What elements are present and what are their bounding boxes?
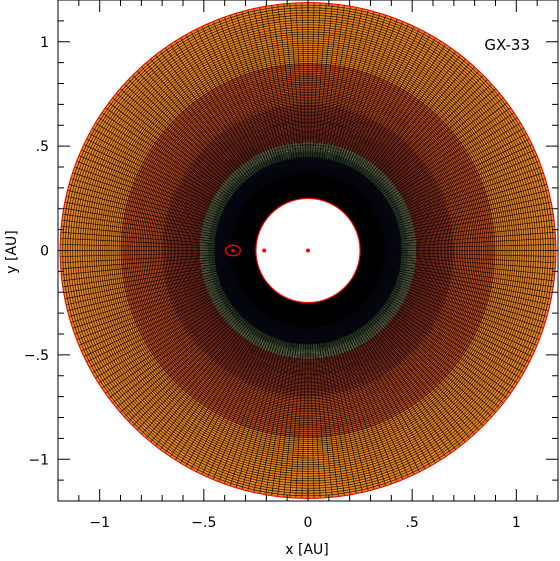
x-tick-label: 1: [512, 515, 521, 531]
x-axis-label: x [AU]: [285, 542, 328, 558]
y-tick-label: −.5: [24, 348, 49, 364]
marker-ellipse-2: [225, 244, 241, 257]
marker-dot-0: [306, 248, 310, 253]
tick-labels: −1 −.5 0 .5 1 −1 −.5 0 .5 1: [24, 35, 521, 531]
x-tick-label: −.5: [191, 515, 216, 531]
x-tick-label: 0: [304, 515, 313, 531]
panel-label: GX-33: [484, 36, 530, 54]
markers: [225, 244, 310, 257]
y-tick-label: −1: [28, 452, 49, 468]
x-tick-label: −1: [89, 515, 110, 531]
disk-azimuthal-grid: [60, 2, 556, 499]
y-tick-label: .5: [36, 139, 49, 155]
y-tick-label: 1: [40, 35, 49, 51]
y-axis-label: y [AU]: [4, 230, 20, 273]
marker-ellipse-center-2: [231, 248, 235, 253]
plot-area: [59, 1, 557, 500]
marker-dot-1: [262, 248, 267, 253]
axis-ticks: [57, 0, 559, 502]
y-tick-label: 0: [40, 244, 49, 260]
x-tick-label: .5: [405, 515, 418, 531]
